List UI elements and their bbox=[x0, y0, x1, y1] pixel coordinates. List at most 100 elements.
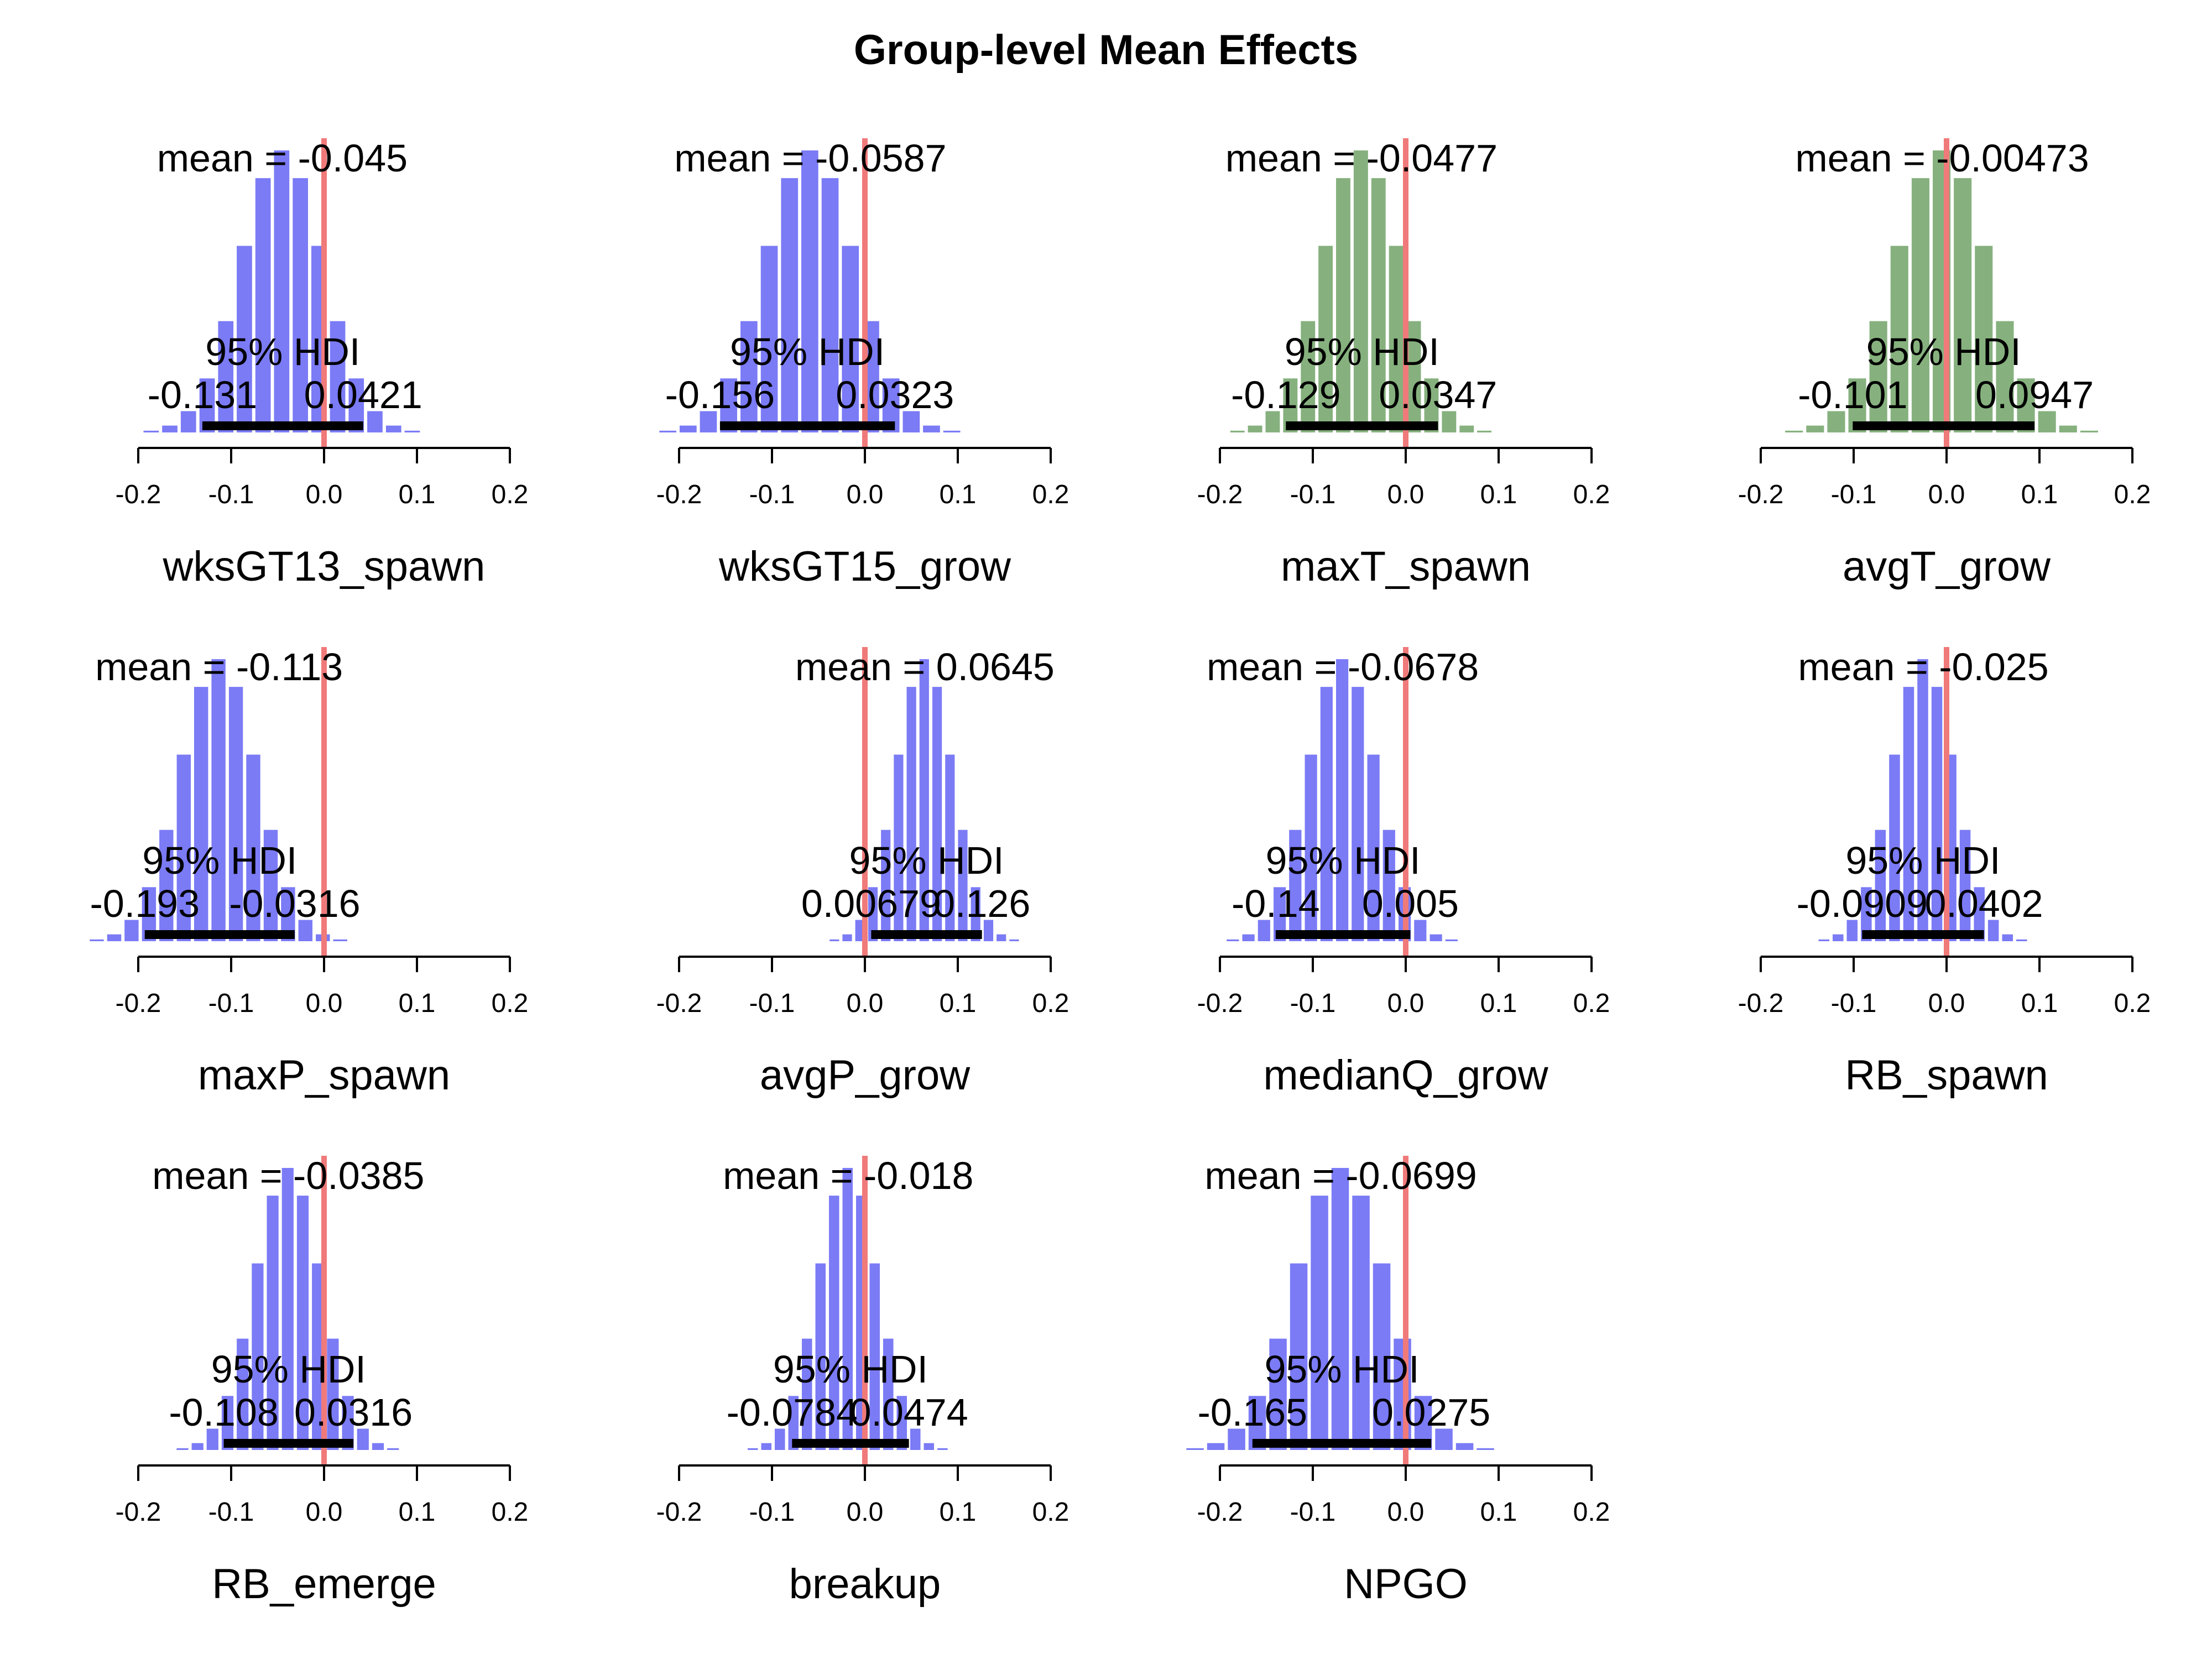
histogram-bar bbox=[1931, 687, 1943, 941]
x-tick-label: -0.1 bbox=[749, 1498, 795, 1527]
histogram-bar bbox=[1269, 1338, 1287, 1450]
histogram-bar bbox=[159, 830, 174, 941]
x-tick-label: -0.2 bbox=[656, 480, 702, 509]
histogram-bar bbox=[958, 830, 968, 941]
x-tick-label: -0.2 bbox=[116, 989, 161, 1018]
histogram-bar bbox=[869, 1263, 880, 1450]
hdi-label: 95% HDI bbox=[773, 1348, 928, 1391]
x-tick-label: 0.2 bbox=[492, 480, 529, 509]
panel-avgP_grow: -0.2 -0.1 0.0 0.1 0.2 mean = 0.0645 95% HDI0.0… bbox=[656, 645, 1070, 1099]
histogram-bar bbox=[740, 321, 758, 432]
mean-label: mean = -0.018 bbox=[723, 1154, 973, 1197]
x-tick-label: 0.0 bbox=[847, 1498, 884, 1527]
x-tick-label: 0.1 bbox=[1480, 1498, 1517, 1527]
x-tick-label: 0.2 bbox=[2114, 989, 2151, 1018]
x-axis-label: breakup bbox=[789, 1561, 941, 1608]
x-axis-label: wksGT13_spawn bbox=[163, 543, 486, 590]
x-tick-label: -0.1 bbox=[749, 480, 795, 509]
posterior-histogram bbox=[90, 659, 347, 941]
x-tick-label: 0.0 bbox=[306, 480, 343, 509]
x-tick-label: -0.1 bbox=[208, 1498, 254, 1527]
panel-wksGT13_spawn: -0.2 -0.1 0.0 0.1 0.2 mean = -0.045 95% HDI-0.… bbox=[116, 137, 529, 590]
histogram-bar bbox=[1352, 687, 1364, 941]
histogram-bar bbox=[357, 1428, 369, 1450]
x-tick-label: 0.2 bbox=[1573, 480, 1610, 509]
histogram-bar bbox=[748, 1448, 758, 1450]
histogram-bar bbox=[1459, 425, 1474, 432]
histogram-bar bbox=[1846, 920, 1858, 941]
histogram-bar bbox=[1430, 934, 1442, 941]
posterior-histogram bbox=[176, 1168, 399, 1450]
histogram-bar bbox=[1383, 830, 1395, 941]
figure-title: Group-level Mean Effects bbox=[854, 27, 1358, 74]
histogram-bar bbox=[1258, 920, 1270, 941]
histogram-bar bbox=[680, 425, 697, 432]
posterior-histogram bbox=[748, 1168, 948, 1450]
histogram-bar bbox=[700, 411, 717, 432]
mean-label: mean = -0.025 bbox=[1798, 645, 2048, 688]
panel-avgT_grow: -0.2 -0.1 0.0 0.1 0.2 mean = -0.00473 95% HDI-… bbox=[1738, 137, 2151, 590]
x-tick-label: -0.1 bbox=[1290, 480, 1336, 509]
histogram-bar bbox=[842, 1168, 853, 1450]
hdi-label: 95% HDI bbox=[849, 839, 1004, 882]
histogram-bar bbox=[1954, 178, 1972, 432]
x-tick-label: -0.1 bbox=[749, 989, 795, 1018]
histogram-bar bbox=[246, 754, 260, 941]
histogram-bar bbox=[274, 150, 290, 432]
histogram-bar bbox=[1009, 939, 1019, 941]
hdi-label: 95% HDI bbox=[1264, 1348, 1419, 1391]
hdi-low-label: -0.131 bbox=[148, 373, 257, 416]
histogram-bar bbox=[1352, 1196, 1370, 1450]
histogram-bar bbox=[1311, 1196, 1328, 1450]
x-axis-label: avgP_grow bbox=[760, 1052, 971, 1099]
histogram-bar bbox=[829, 1196, 839, 1450]
histogram-bar bbox=[1331, 1168, 1349, 1450]
x-tick-label: 0.2 bbox=[2114, 480, 2151, 509]
histogram-bar bbox=[842, 246, 859, 432]
histogram-bar bbox=[896, 1396, 907, 1450]
x-tick-label: 0.2 bbox=[1573, 1498, 1610, 1527]
x-tick-label: -0.1 bbox=[1290, 1498, 1336, 1527]
hdi-label: 95% HDI bbox=[1266, 839, 1421, 882]
histogram-bar bbox=[1274, 887, 1286, 941]
mean-label: mean = -0.045 bbox=[157, 137, 408, 180]
x-tick-label: 0.2 bbox=[492, 1498, 529, 1527]
histogram-bar bbox=[237, 246, 252, 432]
posterior-histogram bbox=[1818, 659, 2027, 941]
hdi-high-label: 0.0421 bbox=[304, 373, 422, 416]
histogram-bar bbox=[237, 1338, 249, 1450]
histogram-bar bbox=[1861, 887, 1872, 941]
hdi-label: 95% HDI bbox=[142, 839, 297, 882]
x-tick-label: 0.0 bbox=[306, 989, 343, 1018]
posterior-histogram bbox=[1785, 150, 2098, 432]
histogram-bar bbox=[267, 1196, 279, 1450]
histogram-bar bbox=[1806, 425, 1824, 432]
histogram-bar bbox=[2016, 939, 2027, 941]
posterior-histogram bbox=[830, 659, 1019, 941]
histogram-bar bbox=[815, 1263, 826, 1450]
histogram-bar bbox=[1827, 411, 1845, 432]
histogram-bar bbox=[1455, 1443, 1474, 1450]
histogram-bar bbox=[1242, 934, 1255, 941]
hdi-label: 95% HDI bbox=[211, 1348, 366, 1391]
histogram-bar bbox=[1248, 425, 1262, 432]
histogram-bar bbox=[1442, 411, 1457, 432]
histogram-bar bbox=[775, 1428, 785, 1450]
hdi-low-label: -0.156 bbox=[665, 373, 775, 416]
histogram-bar bbox=[1265, 411, 1280, 432]
x-tick-label: 0.2 bbox=[1573, 989, 1610, 1018]
x-tick-label: 0.0 bbox=[1387, 989, 1425, 1018]
histogram-bar bbox=[1477, 1448, 1494, 1450]
histogram-bar bbox=[252, 1263, 264, 1450]
hdi-high-label: 0.005 bbox=[1362, 882, 1459, 925]
histogram-bar bbox=[1367, 754, 1380, 941]
hdi-low-label: -0.193 bbox=[90, 882, 200, 925]
mean-label: mean = -0.113 bbox=[95, 645, 343, 688]
hdi-high-label: 0.0347 bbox=[1379, 373, 1497, 416]
hdi-label: 95% HDI bbox=[730, 330, 885, 373]
histogram-bar bbox=[298, 920, 312, 941]
x-tick-label: 0.1 bbox=[940, 480, 977, 509]
panel-maxP_spawn: -0.2 -0.1 0.0 0.1 0.2 mean = -0.113 95% HDI-0.… bbox=[90, 645, 528, 1099]
x-tick-label: -0.2 bbox=[1197, 1498, 1243, 1527]
